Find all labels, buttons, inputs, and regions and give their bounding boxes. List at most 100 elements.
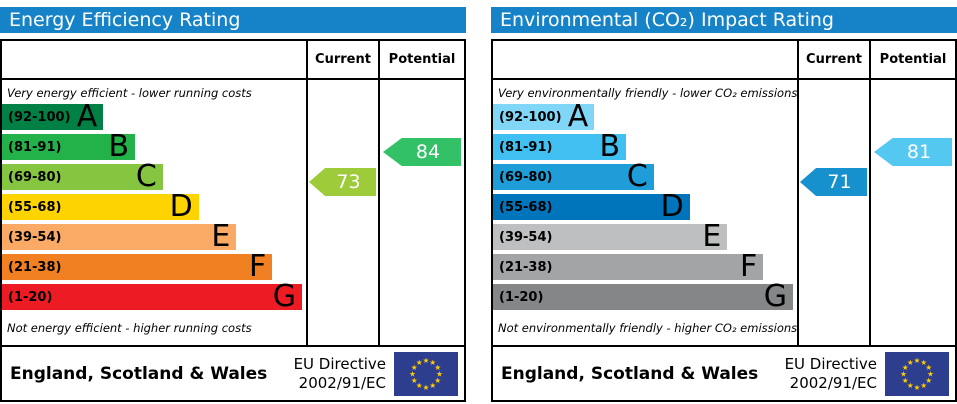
footer: England, Scotland & Wales EU Directive 2… bbox=[493, 345, 955, 400]
band-row-g: (1-20) G bbox=[2, 282, 306, 312]
svg-text:★: ★ bbox=[914, 356, 921, 365]
caption-top: Very energy efficient - lower running co… bbox=[7, 86, 252, 100]
band-row-a: (92-100) A bbox=[2, 102, 306, 132]
band-range: (55-68) bbox=[499, 199, 553, 215]
eu-flag-stars: ★★★ ★★★ ★★★ ★ ★★ bbox=[409, 356, 443, 392]
band-bar-g: (1-20) G bbox=[493, 279, 794, 314]
eu-directive-line1: EU Directive bbox=[293, 354, 386, 373]
column-header-row: Current Potential bbox=[2, 41, 464, 80]
band-letter: G bbox=[763, 279, 788, 314]
band-row-e: (39-54) E bbox=[2, 222, 306, 252]
svg-text:★: ★ bbox=[900, 369, 907, 378]
band-range: (1-20) bbox=[8, 289, 53, 305]
band-letter: C bbox=[135, 159, 157, 194]
environmental-impact-panel: Environmental (CO₂) Impact Rating Curren… bbox=[491, 0, 957, 404]
potential-rating-arrow: 84 bbox=[383, 138, 461, 166]
band-letter: A bbox=[76, 99, 98, 134]
band-bar-g: (1-20) G bbox=[2, 279, 303, 314]
band-bar-d: (55-68) D bbox=[493, 189, 690, 224]
svg-text:★: ★ bbox=[409, 369, 416, 378]
eu-flag-stars: ★★★ ★★★ ★★★ ★ ★★ bbox=[900, 356, 934, 392]
current-column-header: Current bbox=[799, 41, 871, 78]
potential-rating-value: 84 bbox=[415, 141, 441, 163]
band-row-f: (21-38) F bbox=[2, 252, 306, 282]
svg-text:★: ★ bbox=[907, 381, 914, 390]
rating-body: Very environmentally friendly - lower CO… bbox=[493, 80, 955, 345]
band-row-b: (81-91) B bbox=[493, 132, 797, 162]
energy-efficiency-table: Current Potential Very energy efficient … bbox=[0, 39, 466, 402]
current-column: 71 bbox=[799, 80, 871, 345]
band-letter: C bbox=[626, 159, 648, 194]
band-bar-a: (92-100) A bbox=[493, 102, 595, 132]
potential-rating-value: 81 bbox=[906, 141, 932, 163]
band-range: (92-100) bbox=[499, 109, 562, 125]
eu-directive-label: EU Directive 2002/91/EC bbox=[785, 355, 877, 393]
band-letter: B bbox=[599, 129, 621, 164]
energy-efficiency-title: Energy Efficiency Rating bbox=[0, 7, 466, 33]
svg-text:★: ★ bbox=[907, 357, 914, 366]
svg-text:★: ★ bbox=[902, 362, 909, 371]
band-row-a: (92-100) A bbox=[493, 102, 797, 132]
band-range: (81-91) bbox=[499, 139, 553, 155]
band-row-c: (69-80) C bbox=[493, 162, 797, 192]
svg-text:★: ★ bbox=[429, 381, 436, 390]
potential-column: 84 bbox=[380, 80, 464, 345]
energy-efficiency-panel: Energy Efficiency Rating Current Potenti… bbox=[0, 0, 466, 404]
band-bar-a: (92-100) A bbox=[2, 99, 104, 134]
band-letter: D bbox=[660, 189, 684, 224]
svg-text:★: ★ bbox=[434, 376, 441, 385]
band-bar-e: (39-54) E bbox=[493, 219, 728, 254]
svg-text:★: ★ bbox=[411, 362, 418, 371]
band-range: (81-91) bbox=[8, 139, 62, 155]
svg-text:★: ★ bbox=[416, 357, 423, 366]
band-range: (21-38) bbox=[499, 259, 553, 275]
band-row-e: (39-54) E bbox=[493, 222, 797, 252]
svg-text:★: ★ bbox=[925, 362, 932, 371]
band-column: Very energy efficient - lower running co… bbox=[2, 80, 308, 345]
svg-text:★: ★ bbox=[423, 356, 430, 365]
eu-directive-line2: 2002/91/EC bbox=[789, 373, 877, 392]
eu-directive-line2: 2002/91/EC bbox=[298, 373, 386, 392]
band-letter: E bbox=[702, 219, 722, 254]
band-letter: F bbox=[248, 249, 267, 284]
band-bar-e: (39-54) E bbox=[2, 219, 237, 254]
band-letter: G bbox=[272, 279, 297, 314]
band-row-b: (81-91) B bbox=[2, 132, 306, 162]
band-range: (55-68) bbox=[8, 199, 62, 215]
caption-top: Very environmentally friendly - lower CO… bbox=[498, 86, 798, 100]
band-letter: B bbox=[108, 129, 130, 164]
band-bar-d: (55-68) D bbox=[2, 189, 199, 224]
band-bar-b: (81-91) B bbox=[493, 129, 627, 164]
band-bar-f: (21-38) F bbox=[493, 252, 764, 282]
eu-flag-icon: ★★★ ★★★ ★★★ ★ ★★ bbox=[885, 351, 949, 396]
svg-text:★: ★ bbox=[416, 381, 423, 390]
band-bar-c: (69-80) C bbox=[493, 159, 654, 194]
svg-text:★: ★ bbox=[902, 376, 909, 385]
band-letter: E bbox=[211, 219, 231, 254]
potential-column: 81 bbox=[871, 80, 955, 345]
caption-bottom: Not energy efficient - higher running co… bbox=[7, 321, 252, 335]
svg-text:★: ★ bbox=[925, 376, 932, 385]
current-rating-arrow: 71 bbox=[800, 168, 867, 196]
svg-text:★: ★ bbox=[436, 369, 443, 378]
eu-directive-line1: EU Directive bbox=[784, 354, 877, 373]
band-bar-f: (21-38) F bbox=[2, 249, 273, 284]
band-letter: D bbox=[169, 189, 193, 224]
potential-column-header: Potential bbox=[388, 52, 456, 67]
current-rating-arrow: 73 bbox=[309, 168, 376, 196]
current-rating-value: 71 bbox=[827, 171, 852, 193]
band-range: (69-80) bbox=[499, 169, 553, 185]
band-row-f: (21-38) F bbox=[493, 252, 797, 282]
band-row-c: (69-80) C bbox=[2, 162, 306, 192]
band-bar-b: (81-91) B bbox=[2, 129, 136, 164]
svg-text:★: ★ bbox=[914, 383, 921, 392]
svg-text:★: ★ bbox=[429, 357, 436, 366]
band-column-header-spacer bbox=[2, 41, 308, 78]
svg-text:★: ★ bbox=[920, 357, 927, 366]
caption-bottom: Not environmentally friendly - higher CO… bbox=[498, 321, 798, 335]
potential-rating-arrow: 81 bbox=[874, 138, 952, 166]
band-column-header-spacer bbox=[493, 41, 799, 78]
column-header-row: Current Potential bbox=[493, 41, 955, 80]
environmental-impact-title: Environmental (CO₂) Impact Rating bbox=[491, 7, 957, 33]
svg-text:★: ★ bbox=[434, 362, 441, 371]
